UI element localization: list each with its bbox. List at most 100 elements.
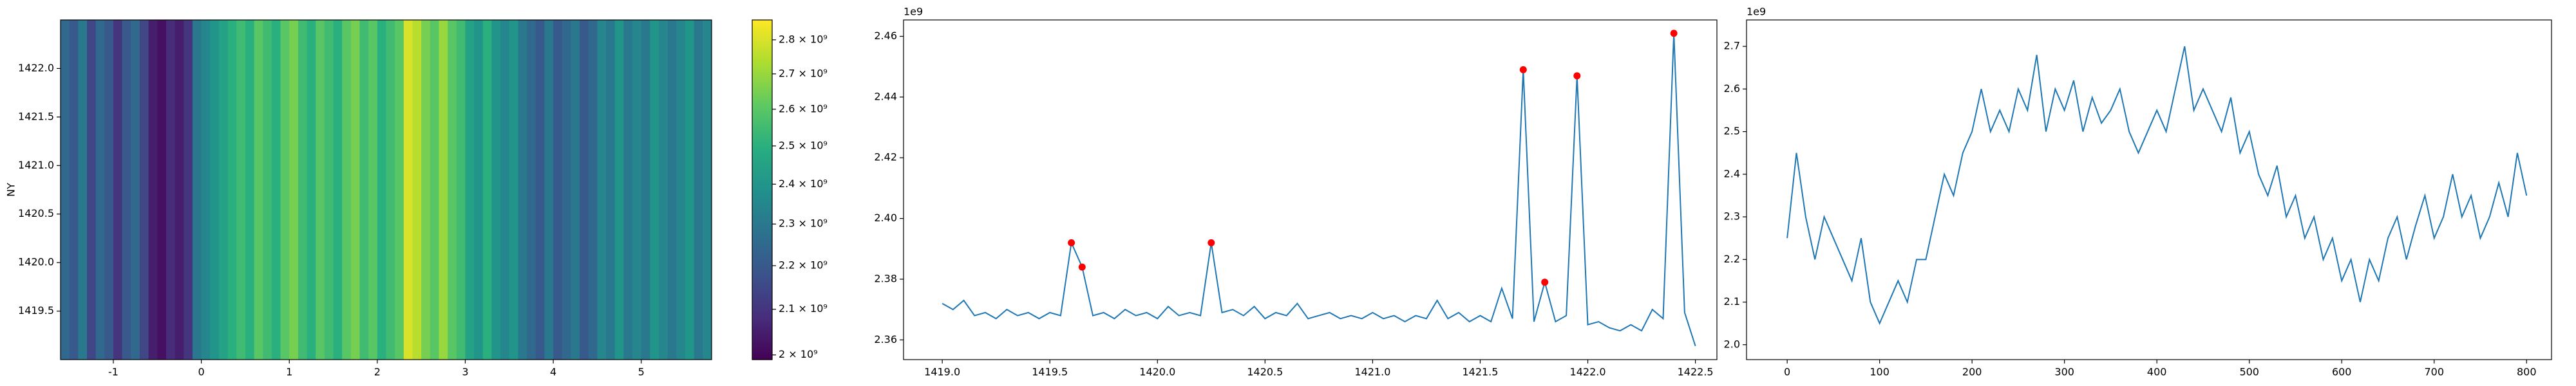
colorbar-swatch — [752, 298, 772, 301]
x-tick-label: -1 — [108, 366, 118, 378]
colorbar-tick-label: 2.7 × 10⁹ — [779, 67, 828, 79]
heatmap-cell — [254, 20, 263, 360]
heatmap-cell — [289, 20, 299, 360]
colorbar-swatch — [752, 69, 772, 72]
colorbar-swatch — [752, 43, 772, 46]
heatmap-cell — [395, 20, 404, 360]
colorbar-swatch — [752, 326, 772, 329]
colorbar-swatch — [752, 95, 772, 98]
colorbar-swatch — [752, 285, 772, 288]
colorbar-swatch — [752, 321, 772, 324]
colorbar-swatch — [752, 339, 772, 342]
y-tick-label: 2.4 — [1724, 167, 1740, 179]
heatmap-cell — [377, 20, 386, 360]
y-tick-label: 1419.5 — [18, 304, 54, 317]
heatmap-cell — [641, 20, 650, 360]
colorbar-swatch — [752, 275, 772, 278]
heatmap-cell — [580, 20, 589, 360]
colorbar-tick-label: 2.8 × 10⁹ — [779, 33, 828, 45]
y-tick-label: 1422.0 — [18, 62, 54, 74]
colorbar-swatch — [752, 226, 772, 229]
heatmap-cell — [606, 20, 616, 360]
heatmap-cell — [474, 20, 484, 360]
colorbar-swatch — [752, 295, 772, 299]
heatmap-cell — [245, 20, 255, 360]
colorbar-swatch — [752, 136, 772, 139]
colorbar-swatch — [752, 51, 772, 54]
heatmap-cell — [386, 20, 395, 360]
colorbar-swatch — [752, 231, 772, 234]
x-tick-label: 2 — [374, 366, 381, 378]
heatmap-cell — [667, 20, 677, 360]
colorbar-swatch — [752, 187, 772, 190]
y-tick-label: 1420.5 — [18, 207, 54, 219]
colorbar-swatch — [752, 234, 772, 237]
heatmap-cell — [535, 20, 545, 360]
colorbar-swatch — [752, 172, 772, 175]
colorbar-swatch — [752, 59, 772, 62]
heatmap-cell — [61, 20, 70, 360]
colorbar-swatch — [752, 77, 772, 80]
colorbar-swatch — [752, 313, 772, 317]
heatmap-cell — [509, 20, 518, 360]
heatmap-cell — [491, 20, 501, 360]
colorbar-swatch — [752, 56, 772, 59]
x-tick-label: 1419.0 — [924, 366, 960, 378]
colorbar-swatch — [752, 30, 772, 33]
data-line — [942, 33, 1696, 347]
colorbar-swatch — [752, 349, 772, 353]
data-line — [1786, 46, 2528, 326]
colorbar-tick-label: 2.3 × 10⁹ — [779, 217, 828, 230]
colorbar-swatch — [752, 272, 772, 275]
colorbar-tick-label: 2.1 × 10⁹ — [779, 302, 828, 315]
colorbar-swatch — [752, 267, 772, 270]
colorbar-swatch — [752, 156, 772, 160]
colorbar-swatch — [752, 177, 772, 180]
colorbar-swatch — [752, 182, 772, 185]
heatmap-cell — [175, 20, 184, 360]
heatmap-cell — [500, 20, 510, 360]
colorbar-swatch — [752, 84, 772, 87]
x-tick-label: 1419.5 — [1032, 366, 1068, 378]
heatmap-cell — [201, 20, 211, 360]
colorbar-swatch — [752, 97, 772, 100]
colorbar-swatch — [752, 123, 772, 126]
y-tick-label: 2.7 — [1724, 40, 1740, 52]
heatmap-cell — [412, 20, 422, 360]
heatmap-cell — [236, 20, 246, 360]
y-tick-label: 1421.5 — [18, 110, 54, 122]
x-tick-label: 800 — [2517, 366, 2537, 378]
offset-text: 1e9 — [904, 6, 923, 18]
heatmap-cell — [703, 20, 712, 360]
colorbar-swatch — [752, 336, 772, 340]
y-tick-label: 1420.0 — [18, 256, 54, 268]
colorbar-swatch — [752, 66, 772, 69]
colorbar-swatch — [752, 218, 772, 221]
colorbar-swatch — [752, 239, 772, 242]
heatmap-cell — [184, 20, 193, 360]
colorbar-swatch — [752, 244, 772, 247]
heatmap-cell — [280, 20, 290, 360]
colorbar-swatch — [752, 259, 772, 262]
heatmap-cell — [333, 20, 343, 360]
colorbar-swatch — [752, 138, 772, 142]
colorbar-swatch — [752, 33, 772, 36]
colorbar-tick-label: 2.4 × 10⁹ — [779, 178, 828, 190]
colorbar-swatch — [752, 74, 772, 77]
colorbar-swatch — [752, 82, 772, 85]
colorbar-swatch — [752, 203, 772, 206]
colorbar-swatch — [752, 120, 772, 124]
colorbar-swatch — [752, 146, 772, 149]
colorbar-swatch — [752, 347, 772, 350]
colorbar-swatch — [752, 48, 772, 51]
heatmap-cell — [78, 20, 88, 360]
colorbar-swatch — [752, 169, 772, 172]
colorbar-swatch — [752, 308, 772, 311]
heatmap-cell — [368, 20, 378, 360]
colorbar-swatch — [752, 174, 772, 178]
colorbar-swatch — [752, 190, 772, 193]
heatmap-cell — [614, 20, 624, 360]
colorbar-swatch — [752, 205, 772, 208]
colorbar-swatch — [752, 249, 772, 252]
colorbar-swatch — [752, 71, 772, 75]
